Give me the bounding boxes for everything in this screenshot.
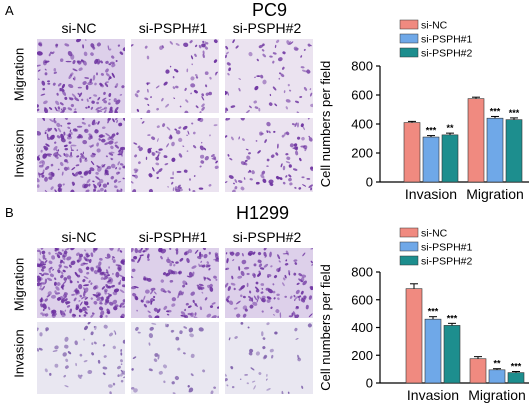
chart-0-legend-label-2: si-PSPH#2 xyxy=(421,48,473,60)
panel-a-letter: A xyxy=(5,3,14,18)
chart-0-legend-label-0: si-NC xyxy=(421,20,448,32)
chart-1-legend-label-0: si-NC xyxy=(421,228,448,240)
chart-1-category-label-1: Migration xyxy=(468,387,526,403)
chart-0-bar-migration-1 xyxy=(486,117,504,183)
chart-1-ytick-label-1: 200 xyxy=(351,348,373,363)
chart-1-bar-migration-0 xyxy=(469,358,487,384)
micrograph-h1299-invasion-si-nc xyxy=(37,322,125,394)
micrograph-h1299-migration-si-psph2 xyxy=(225,248,313,318)
panel-b-col-si-psph1: si-PSPH#1 xyxy=(138,229,208,245)
micrograph-h1299-migration-si-psph1 xyxy=(131,248,219,318)
chart-1-ytick-label-0: 0 xyxy=(366,376,373,391)
panel-b-col-si-psph2: si-PSPH#2 xyxy=(232,229,302,245)
chart-0-signif-0-2: ** xyxy=(446,123,454,133)
chart-0-signif-1-2: *** xyxy=(509,108,520,118)
chart-0-bar-migration-2 xyxy=(505,119,523,183)
chart-0-legend-swatch-1 xyxy=(399,33,419,44)
panel-b-letter: B xyxy=(5,205,14,220)
chart-0-ytick-label-3: 600 xyxy=(351,88,373,103)
chart-1-ytick-label-3: 600 xyxy=(351,292,373,307)
chart-0-legend-swatch-2 xyxy=(399,47,419,58)
panel-b-col-si-nc: si-NC xyxy=(61,229,97,245)
chart-0-signif-0-1: *** xyxy=(426,126,437,136)
chart-0-signif-1-1: *** xyxy=(490,106,501,116)
panel-a-cell-line-title: PC9 xyxy=(252,0,288,20)
chart-1-legend-swatch-1 xyxy=(399,241,419,252)
chart-0-category-label-1: Migration xyxy=(466,186,524,202)
chart-0-ytick-label-4: 800 xyxy=(351,59,373,74)
chart-1-ytick-label-4: 800 xyxy=(351,265,373,280)
chart-1-bar-migration-1 xyxy=(488,369,506,384)
chart-0-bar-invasion-2 xyxy=(441,134,459,183)
chart-1-legend-swatch-0 xyxy=(399,227,419,238)
chart-1-ytick-label-2: 400 xyxy=(351,320,373,335)
chart-1-bar-invasion-1 xyxy=(424,318,442,384)
panel-b-row-invasion: Invasion xyxy=(11,329,27,378)
chart-0-category-label-0: Invasion xyxy=(405,186,457,202)
micrograph-pc9-migration-si-psph1 xyxy=(131,39,219,113)
chart-1-category-label-0: Invasion xyxy=(407,387,459,403)
chart-1-legend-label-1: si-PSPH#1 xyxy=(421,242,473,254)
chart-1-legend-label-2: si-PSPH#2 xyxy=(421,256,473,268)
panel-a-row-migration: Migration xyxy=(11,47,27,102)
chart-1-bar-invasion-0 xyxy=(405,288,423,384)
micrograph-pc9-invasion-si-psph2 xyxy=(225,118,313,192)
panel-a-row-invasion: Invasion xyxy=(11,129,27,178)
chart-1-legend-swatch-2 xyxy=(399,255,419,266)
chart-0-bar-invasion-1 xyxy=(422,136,440,183)
chart-1-signif-1-1: ** xyxy=(493,359,501,369)
micrograph-h1299-invasion-si-psph1 xyxy=(131,322,219,394)
chart-1-signif-0-2: *** xyxy=(447,313,458,323)
chart-0-legend-label-1: si-PSPH#1 xyxy=(421,34,473,46)
panel-a-col-si-psph1: si-PSPH#1 xyxy=(138,20,208,36)
micrograph-h1299-invasion-si-psph2 xyxy=(225,322,313,394)
micrograph-pc9-invasion-si-nc xyxy=(37,118,125,192)
chart-0-ytick-label-0: 0 xyxy=(366,175,373,190)
chart-h1299-bar: Cell numbers per field 0200400600800*****… xyxy=(318,227,529,403)
chart-1-signif-0-1: *** xyxy=(428,307,439,317)
micrograph-h1299-migration-si-nc xyxy=(37,248,125,318)
chart-1-bar-migration-2 xyxy=(507,372,525,384)
panel-a-col-si-psph2: si-PSPH#2 xyxy=(232,20,302,36)
panel-a-col-si-nc: si-NC xyxy=(61,20,97,36)
panel-b-row-migration: Migration xyxy=(11,257,27,312)
chart-1-ylabel: Cell numbers per field xyxy=(318,264,333,390)
chart-0-ytick-label-2: 400 xyxy=(351,117,373,132)
chart-0-bar-invasion-0 xyxy=(403,122,421,183)
micrograph-pc9-invasion-si-psph1 xyxy=(131,118,219,192)
chart-0-legend-swatch-0 xyxy=(399,19,419,30)
chart-1-bar-invasion-2 xyxy=(443,325,461,384)
chart-1-signif-1-2: *** xyxy=(511,361,522,371)
micrograph-pc9-migration-si-nc xyxy=(37,39,125,113)
panel-b-cell-line-title: H1299 xyxy=(236,203,290,223)
chart-0-bar-migration-0 xyxy=(467,98,485,183)
chart-0-ylabel: Cell numbers per field xyxy=(318,61,333,187)
micrograph-pc9-migration-si-psph2 xyxy=(225,39,313,113)
chart-0-ytick-label-1: 200 xyxy=(351,146,373,161)
